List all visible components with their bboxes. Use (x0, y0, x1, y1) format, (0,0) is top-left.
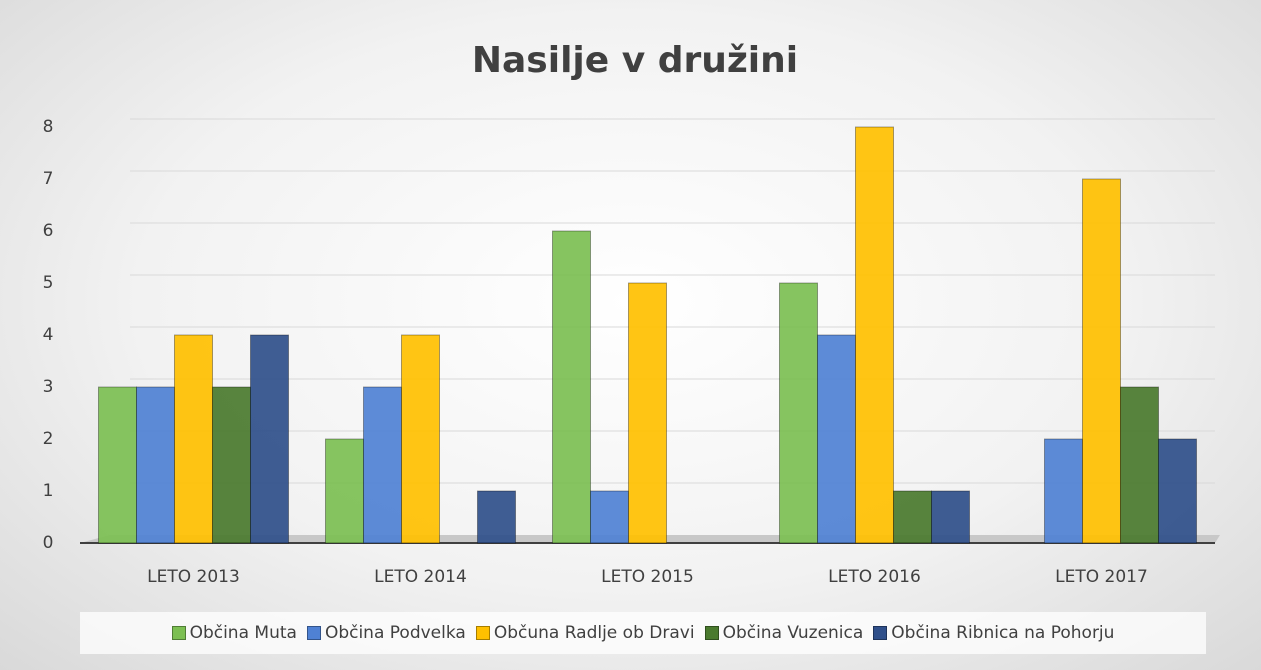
x-tick-label: LETO 2017 (1055, 567, 1148, 587)
legend-label: Občina Vuzenica (722, 623, 864, 643)
bar (174, 334, 213, 544)
y-tick-label: 3 (43, 377, 54, 397)
bar (855, 126, 894, 544)
x-tick-label: LETO 2015 (601, 567, 694, 587)
y-tick-label: 0 (43, 533, 54, 553)
legend-swatch (873, 626, 888, 640)
legend-item: Občina Muta (171, 623, 297, 643)
bar (250, 334, 289, 544)
bar (817, 334, 856, 544)
bar (212, 386, 251, 544)
legend-label: Občuna Radlje ob Dravi (493, 623, 695, 643)
bar (401, 334, 440, 544)
bar (1044, 438, 1083, 544)
chart-title: Nasilje v družini (472, 40, 798, 81)
y-tick-label: 1 (43, 481, 54, 501)
bar (779, 282, 818, 544)
bar (552, 230, 591, 544)
legend-item: Občina Vuzenica (704, 623, 864, 643)
legend-swatch (171, 626, 186, 640)
bar (1082, 178, 1121, 544)
y-tick-label: 4 (43, 325, 54, 345)
legend-item: Občuna Radlje ob Dravi (475, 623, 695, 643)
y-tick-label: 8 (43, 117, 54, 137)
y-tick-label: 5 (43, 273, 54, 293)
bar (1158, 438, 1197, 544)
x-tick-label: LETO 2014 (374, 567, 467, 587)
bar (98, 386, 137, 544)
bar (628, 282, 667, 544)
y-tick-label: 6 (43, 221, 54, 241)
bar (325, 438, 364, 544)
bar (590, 490, 629, 544)
x-tick-label: LETO 2016 (828, 567, 921, 587)
legend-label: Občina Muta (189, 623, 297, 643)
y-tick-label: 7 (43, 169, 54, 189)
bar (477, 490, 516, 544)
legend-swatch (704, 626, 719, 640)
legend-label: Občina Ribnica na Pohorju (891, 623, 1115, 643)
legend: Občina Muta Občina Podvelka Občuna Radlje … (80, 612, 1206, 654)
legend-item: Občina Ribnica na Pohorju (873, 623, 1114, 643)
y-tick-label: 2 (43, 429, 54, 449)
x-tick-label: LETO 2013 (147, 567, 240, 587)
bar (136, 386, 175, 544)
bar (363, 386, 402, 544)
bar (1120, 386, 1159, 544)
legend-swatch (475, 626, 490, 640)
legend-label: Občina Podvelka (324, 623, 466, 643)
bar (893, 490, 932, 544)
legend-item: Občina Podvelka (306, 623, 466, 643)
legend-swatch (306, 626, 321, 640)
bar (931, 490, 970, 544)
